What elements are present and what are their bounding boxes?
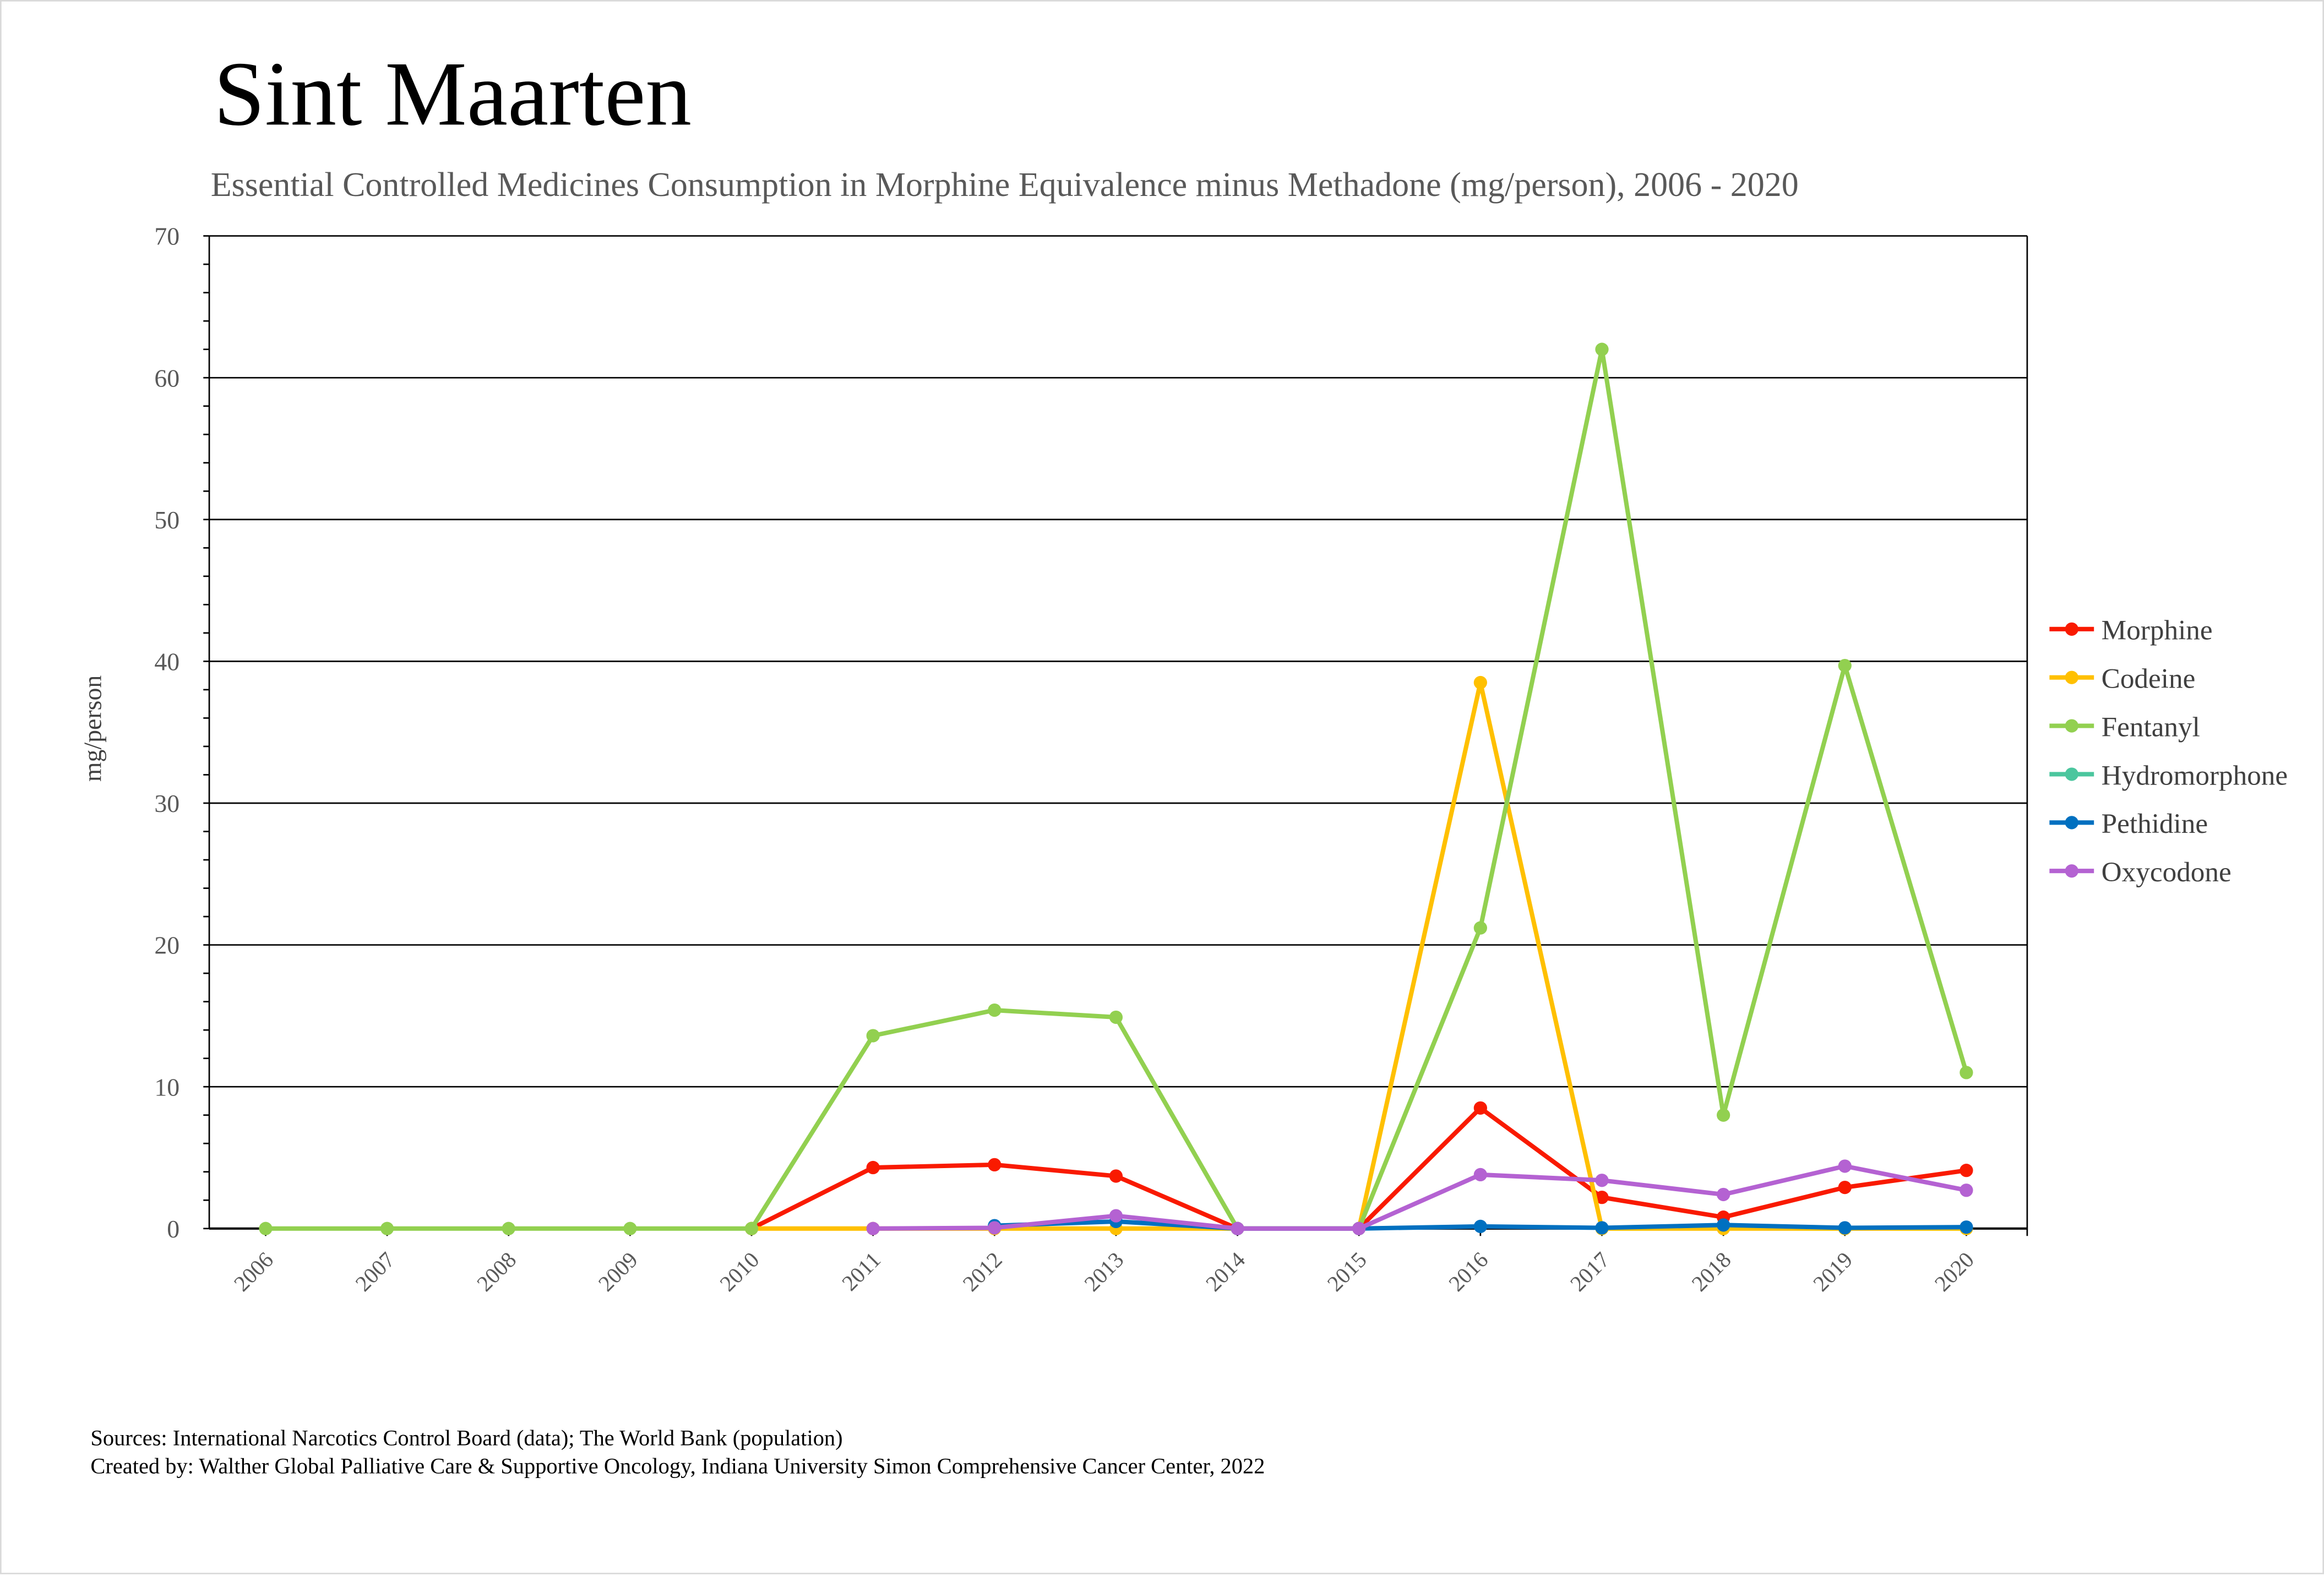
fentanyl-point	[380, 1221, 394, 1235]
y-tick-label: 70	[154, 222, 179, 250]
codeine-point	[1473, 675, 1487, 690]
y-tick-label: 0	[167, 1215, 179, 1243]
morphine-point	[1595, 1190, 1609, 1204]
fentanyl-point	[988, 1003, 1002, 1017]
fentanyl-point	[1960, 1066, 1973, 1079]
created-by-note: Created by: Walther Global Palliative Ca…	[90, 1455, 1265, 1480]
x-tick-label: 2018	[1687, 1247, 1736, 1296]
x-tick-label: 2017	[1565, 1247, 1614, 1296]
morphine-point	[1838, 1180, 1852, 1195]
pethidine-point	[1473, 1219, 1487, 1234]
legend-label-morphine: Morphine	[2102, 615, 2213, 646]
oxycodone-line	[873, 1164, 1967, 1231]
fentanyl-point	[1109, 1010, 1123, 1024]
fentanyl-point	[1473, 921, 1487, 935]
legend-marker-fentanyl	[2065, 719, 2078, 733]
pethidine-point	[1960, 1220, 1973, 1234]
legend-marker-pethidine	[2065, 816, 2078, 830]
fentanyl-point	[623, 1221, 637, 1235]
legend-label-codeine: Codeine	[2102, 663, 2196, 695]
x-tick-label: 2014	[1201, 1247, 1250, 1296]
chart-subtitle: Essential Controlled Medicines Consumpti…	[210, 166, 1799, 204]
pethidine-point	[1838, 1221, 1852, 1235]
x-tick-label: 2012	[958, 1247, 1007, 1296]
legend-label-hydromorphone: Hydromorphone	[2102, 760, 2288, 791]
fentanyl-point	[1838, 658, 1852, 673]
y-tick-label: 50	[154, 506, 179, 534]
morphine-point	[1473, 1101, 1487, 1115]
morphine-point	[866, 1160, 880, 1175]
oxycodone-point	[1109, 1209, 1123, 1223]
x-tick-label: 2010	[715, 1247, 764, 1296]
morphine-point	[988, 1158, 1002, 1171]
oxycodone-point	[1838, 1159, 1852, 1173]
fentanyl-point	[502, 1221, 515, 1235]
morphine-line	[750, 1105, 1967, 1231]
x-tick-label: 2011	[837, 1247, 885, 1296]
legend-marker-hydromorphone	[2065, 767, 2078, 781]
oxycodone-point	[866, 1221, 880, 1235]
oxycodone-point	[1595, 1174, 1609, 1187]
oxycodone-point	[1231, 1221, 1244, 1235]
x-tick-label: 2009	[594, 1247, 643, 1296]
morphine-point	[1109, 1169, 1123, 1183]
sources-note: Sources: International Narcotics Control…	[90, 1427, 843, 1452]
pethidine-point	[1595, 1221, 1609, 1235]
fentanyl-point	[866, 1029, 880, 1043]
y-tick-label: 30	[154, 789, 179, 817]
y-tick-label: 20	[154, 931, 179, 959]
x-tick-label: 2008	[472, 1247, 521, 1296]
pethidine-point	[1717, 1218, 1730, 1232]
y-tick-label: 10	[154, 1073, 179, 1101]
x-tick-label: 2020	[1930, 1247, 1979, 1296]
codeine-line	[752, 680, 1967, 1231]
oxycodone-point	[1960, 1184, 1973, 1197]
fentanyl-line	[265, 347, 1969, 1231]
legend-marker-morphine	[2065, 622, 2078, 636]
legend-marker-codeine	[2065, 670, 2078, 684]
y-tick-label: 40	[154, 648, 179, 676]
x-tick-label: 2015	[1322, 1247, 1371, 1296]
chart-footer: Sources: International Narcotics Control…	[90, 1426, 1265, 1482]
x-tick-label: 2016	[1444, 1247, 1493, 1296]
morphine-point	[1960, 1164, 1973, 1177]
chart-title: Sint Maarten	[214, 44, 692, 146]
x-tick-label: 2013	[1079, 1247, 1128, 1296]
legend-label-pethidine: Pethidine	[2102, 808, 2208, 839]
fentanyl-point	[744, 1221, 759, 1235]
y-tick-label: 60	[154, 364, 179, 392]
x-tick-label: 2007	[351, 1247, 400, 1296]
fentanyl-point	[259, 1221, 273, 1235]
oxycodone-point	[1473, 1168, 1487, 1182]
fentanyl-point	[1717, 1108, 1730, 1122]
oxycodone-point	[988, 1221, 1002, 1235]
oxycodone-point	[1352, 1221, 1366, 1235]
x-tick-label: 2006	[229, 1247, 278, 1296]
fentanyl-point	[1595, 342, 1609, 356]
y-axis-title: mg/person	[78, 675, 106, 782]
legend-label-fentanyl: Fentanyl	[2102, 711, 2200, 743]
oxycodone-point	[1717, 1187, 1730, 1202]
x-tick-label: 2019	[1808, 1247, 1857, 1296]
legend-marker-oxycodone	[2065, 864, 2078, 878]
legend-label-oxycodone: Oxycodone	[2102, 857, 2232, 888]
